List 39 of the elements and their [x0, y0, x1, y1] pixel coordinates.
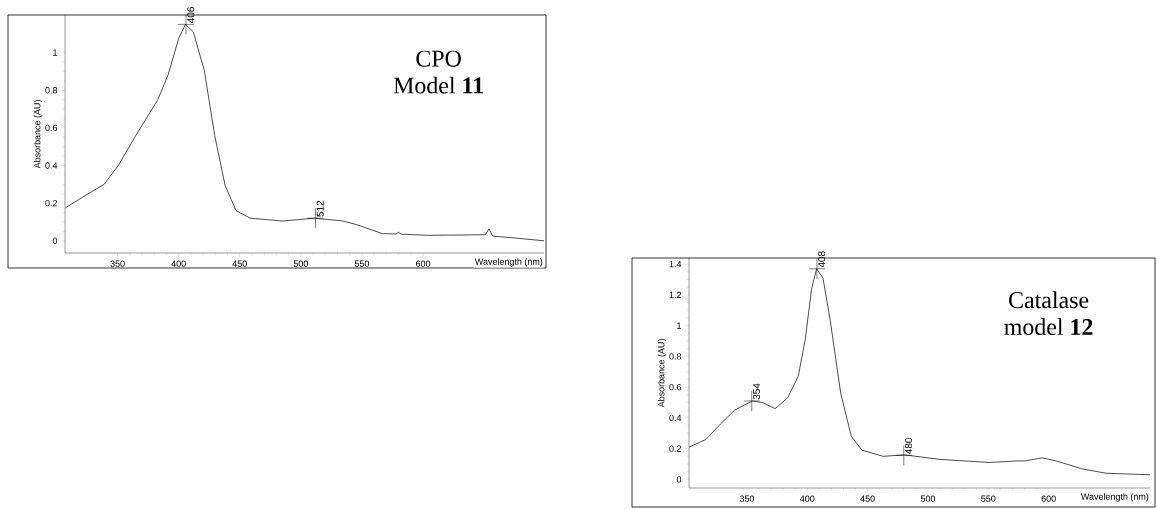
annotation: 480 — [905, 437, 913, 454]
y-tick-label: 0.8 — [45, 87, 58, 94]
x-axis-title: Wavelength (nm) — [474, 258, 543, 267]
y-tick-label: 0.4 — [45, 162, 58, 169]
annotation: 406 — [187, 7, 195, 23]
x-tick-label: 400 — [171, 260, 186, 267]
x-tick-label: 350 — [110, 260, 125, 267]
y-tick-label: 0.2 — [45, 199, 58, 207]
y-tick-label: 0.2 — [669, 445, 682, 452]
annotation: 408 — [818, 251, 826, 268]
y-tick-label: 1.2 — [669, 291, 682, 299]
x-tick-label: 450 — [860, 495, 875, 502]
y-tick-label: 0.6 — [669, 383, 682, 391]
y-tick-label: 1 — [53, 49, 58, 56]
y-axis-title: Absorbance (AU) — [33, 100, 43, 169]
y-tick-label: 0 — [676, 476, 682, 483]
text: Catalase — [1009, 291, 1089, 309]
text: CPO — [416, 50, 461, 67]
y-tick-label: 1.4 — [669, 261, 682, 268]
y-tick-label: 0.8 — [669, 353, 682, 360]
y-tick-label: 1 — [677, 322, 682, 329]
text: Model 11 — [393, 76, 483, 94]
text: model 12 — [1004, 318, 1093, 336]
x-tick-label: 500 — [920, 495, 936, 502]
y-tick-label: 0.4 — [669, 414, 682, 422]
y-tick-label: 0 — [52, 237, 58, 244]
x-tick-label: 600 — [1041, 495, 1056, 502]
y-tick-label: 0.6 — [45, 124, 58, 132]
x-tick-label: 600 — [416, 260, 431, 267]
x-tick-label: 450 — [232, 260, 247, 267]
y-axis-title: Absorbance (AU) — [657, 339, 667, 408]
x-tick-label: 400 — [800, 495, 815, 502]
annotation: 354 — [752, 383, 761, 400]
x-tick-label: 550 — [981, 495, 996, 502]
annotation: 512 — [316, 200, 324, 217]
x-tick-label: 500 — [293, 260, 308, 267]
x-axis-title: Wavelength (nm) — [1080, 493, 1149, 502]
x-tick-label: 350 — [739, 495, 755, 502]
x-tick-label: 550 — [354, 260, 370, 267]
